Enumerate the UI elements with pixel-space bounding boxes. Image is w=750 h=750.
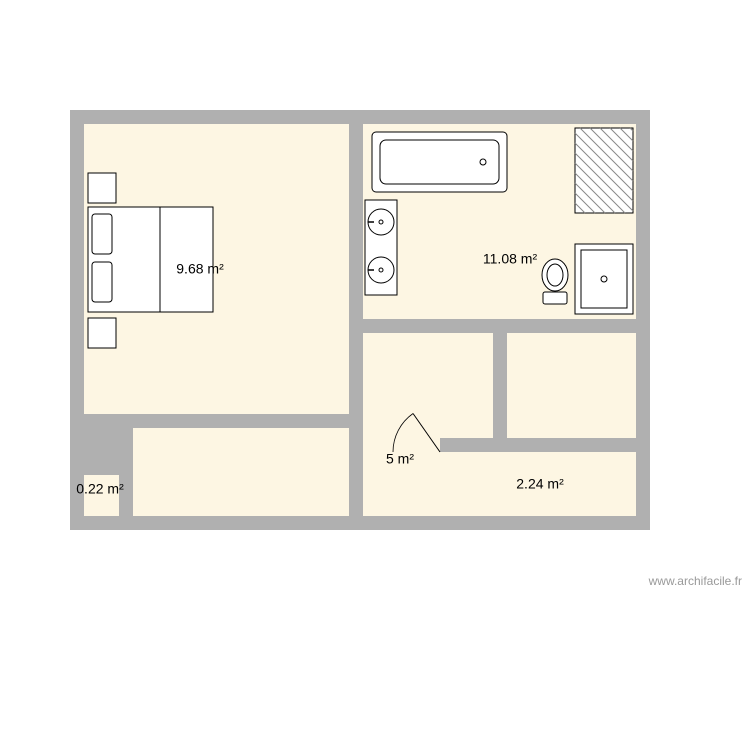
pillow-1: [92, 262, 112, 302]
wall-2: [460, 319, 636, 333]
pillow-0: [92, 214, 112, 254]
wall-7: [119, 428, 133, 516]
room-bedroom_ext: [133, 428, 349, 516]
floor-plan-stage: 9.68 m² 11.08 m² 5 m² 2.24 m² 0.22 m² www.arc…: [0, 0, 750, 750]
wall-0: [349, 124, 363, 516]
nightstand-1: [88, 318, 116, 348]
room-label-bathroom: 11.08 m²: [483, 251, 538, 267]
wall-6: [284, 414, 349, 428]
room-closet: [507, 333, 636, 438]
room-label-small_box: 0.22 m²: [76, 481, 124, 497]
room-label-hall: 5 m²: [386, 451, 414, 467]
nightstand-0: [88, 173, 116, 203]
wall-8: [84, 461, 119, 475]
floor-plan-svg: 9.68 m² 11.08 m² 5 m² 2.24 m² 0.22 m² www.arc…: [0, 0, 750, 750]
wall-5: [84, 414, 219, 428]
sink-counter: [365, 200, 397, 295]
shower-hatched: [575, 128, 633, 213]
wall-1: [363, 319, 415, 333]
bathtub-outer: [372, 132, 507, 192]
toilet-tank: [543, 292, 567, 304]
wall-4: [440, 438, 636, 452]
watermark: www.archifacile.fr: [648, 574, 742, 588]
wall-3: [493, 333, 507, 438]
room-label-closet2: 2.24 m²: [516, 476, 564, 492]
shower-tray: [575, 244, 633, 314]
room-label-bedroom: 9.68 m²: [176, 261, 224, 277]
